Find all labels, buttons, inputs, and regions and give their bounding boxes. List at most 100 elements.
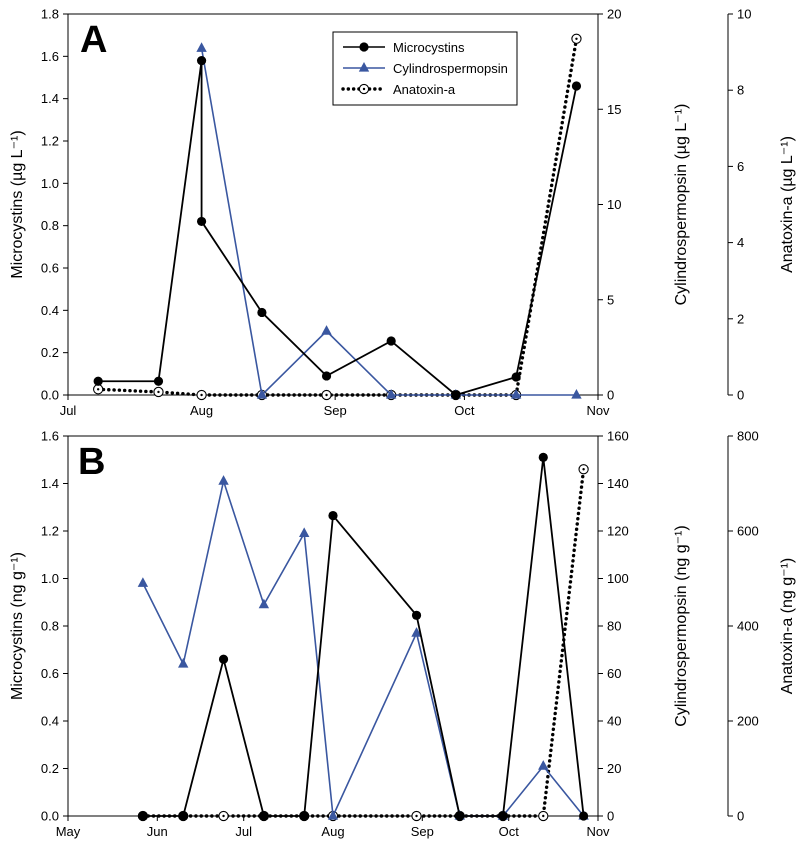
data-point-marker: [256, 389, 268, 399]
data-point-marker: [178, 658, 189, 668]
y2-tick-label: 20: [607, 7, 621, 22]
y3-tick-label: 800: [737, 429, 759, 444]
data-point-marker: [327, 810, 339, 820]
y2-tick-label: 80: [607, 619, 621, 634]
legend-label: Microcystins: [393, 40, 465, 55]
plot-frame: [67, 435, 599, 817]
y3-tick-label: 6: [737, 159, 744, 174]
data-point-marker: [455, 811, 465, 821]
y2-tick-label: 160: [607, 429, 629, 444]
data-point-marker-dot: [542, 814, 545, 818]
y3-tick-label: 600: [737, 524, 759, 539]
panel-label: B: [78, 441, 105, 483]
data-point-marker: [578, 811, 589, 821]
data-point-marker: [196, 55, 207, 66]
data-point-marker-dot: [325, 393, 328, 397]
x-tick-label: Jul: [60, 403, 77, 418]
data-point-marker: [538, 452, 548, 462]
panel-label: A: [80, 19, 107, 61]
x-tick-label: Jul: [235, 824, 252, 839]
data-point-marker: [258, 598, 270, 609]
y2-tick-label: 0: [607, 388, 614, 403]
data-point-marker: [257, 307, 267, 318]
y1-tick-label: 0.0: [41, 388, 59, 403]
y2-tick-label: 120: [607, 524, 629, 539]
x-tick-label: Aug: [190, 403, 213, 418]
y2-tick-label: 40: [607, 714, 621, 729]
data-point-marker: [385, 389, 397, 399]
y1-tick-label: 0.0: [41, 809, 59, 824]
x-tick-label: Oct: [454, 403, 475, 418]
panel-b: May Jun Jul Aug Sep Oct Nov 0.0 0.2 0.4 0.6 0.8 1.0 1…: [9, 429, 796, 840]
data-point-marker: [538, 760, 549, 770]
y1-tick-label: 1.6: [41, 49, 59, 64]
x-tick-label: May: [56, 824, 81, 839]
y2-tick-label: 20: [607, 761, 621, 776]
y1-tick-label: 1.6: [41, 429, 59, 444]
y3-tick-label: 200: [737, 714, 759, 729]
panel-a: Jul Aug Sep Oct Nov 0.0 0.2 0.4 0.6 0.8 1.0 1.2 1.4 1…: [9, 7, 796, 419]
data-point-marker: [137, 577, 149, 587]
data-point-marker: [328, 510, 338, 521]
y1-tick-label: 0.6: [41, 666, 59, 681]
data-point-marker-dot: [582, 468, 585, 471]
legend-symbol-marker: [358, 62, 370, 72]
legend-symbol-marker: [359, 42, 369, 52]
y3-axis-title: Anatoxin-a (µg L⁻¹): [779, 136, 796, 273]
x-tick-label: Sep: [411, 824, 434, 839]
data-point-marker: [411, 610, 422, 620]
series-line: [141, 467, 586, 818]
series-line: [142, 457, 585, 817]
y2-tick-label: 15: [607, 102, 621, 117]
data-point-marker-dot: [96, 388, 100, 391]
y3-tick-label: 4: [737, 235, 744, 250]
data-point-marker: [511, 372, 521, 382]
y1-tick-label: 1.2: [41, 134, 59, 149]
y2-tick-label: 140: [607, 476, 629, 491]
data-point-marker: [321, 325, 332, 335]
y1-tick-label: 0.6: [41, 261, 59, 276]
y3-axis-title: Anatoxin-a (ng g⁻¹): [779, 558, 796, 695]
series-line: [98, 60, 578, 397]
y1-tick-label: 0.4: [41, 714, 59, 729]
data-point-marker: [299, 811, 309, 821]
y1-tick-label: 1.8: [41, 7, 59, 22]
data-point-marker: [411, 627, 422, 637]
y1-tick-label: 1.4: [41, 91, 59, 106]
y2-tick-label: 10: [607, 197, 621, 212]
y3-tick-label: 0: [737, 388, 744, 403]
y2-axis-title: Cylindrospermopsin (ng g⁻¹): [673, 525, 690, 726]
data-point-marker: [510, 389, 522, 399]
data-point-marker: [498, 811, 508, 821]
y1-tick-label: 1.4: [41, 476, 59, 491]
y1-tick-label: 0.4: [41, 303, 59, 318]
data-point-marker: [153, 376, 164, 386]
data-point-marker: [571, 81, 582, 91]
y2-tick-label: 100: [607, 571, 629, 586]
data-point-marker: [196, 216, 207, 227]
series-anatoxin-a: [137, 464, 589, 822]
data-point-marker-dot: [222, 814, 225, 818]
y1-tick-label: 0.8: [41, 619, 59, 634]
data-point-marker-dot: [415, 814, 418, 818]
legend-symbol-marker-dot: [362, 87, 366, 91]
data-point-marker: [196, 42, 207, 52]
y3-tick-label: 2: [737, 311, 744, 326]
y1-tick-label: 0.2: [41, 345, 59, 360]
data-point-marker: [218, 654, 229, 664]
x-tick-label: Nov: [586, 403, 610, 418]
data-point-marker: [571, 389, 582, 399]
y1-tick-label: 1.2: [41, 524, 59, 539]
x-tick-label: Sep: [324, 403, 347, 418]
data-point-marker: [178, 811, 188, 821]
y1-tick-label: 1.0: [41, 176, 59, 191]
y1-tick-label: 1.0: [41, 571, 59, 586]
data-point-marker: [386, 336, 396, 346]
y1-tick-label: 0.2: [41, 761, 59, 776]
x-tick-label: Aug: [321, 824, 344, 839]
y3-tick-label: 400: [737, 619, 759, 634]
series-line: [142, 478, 585, 820]
data-point-marker: [138, 811, 148, 821]
data-point-marker: [93, 376, 103, 386]
